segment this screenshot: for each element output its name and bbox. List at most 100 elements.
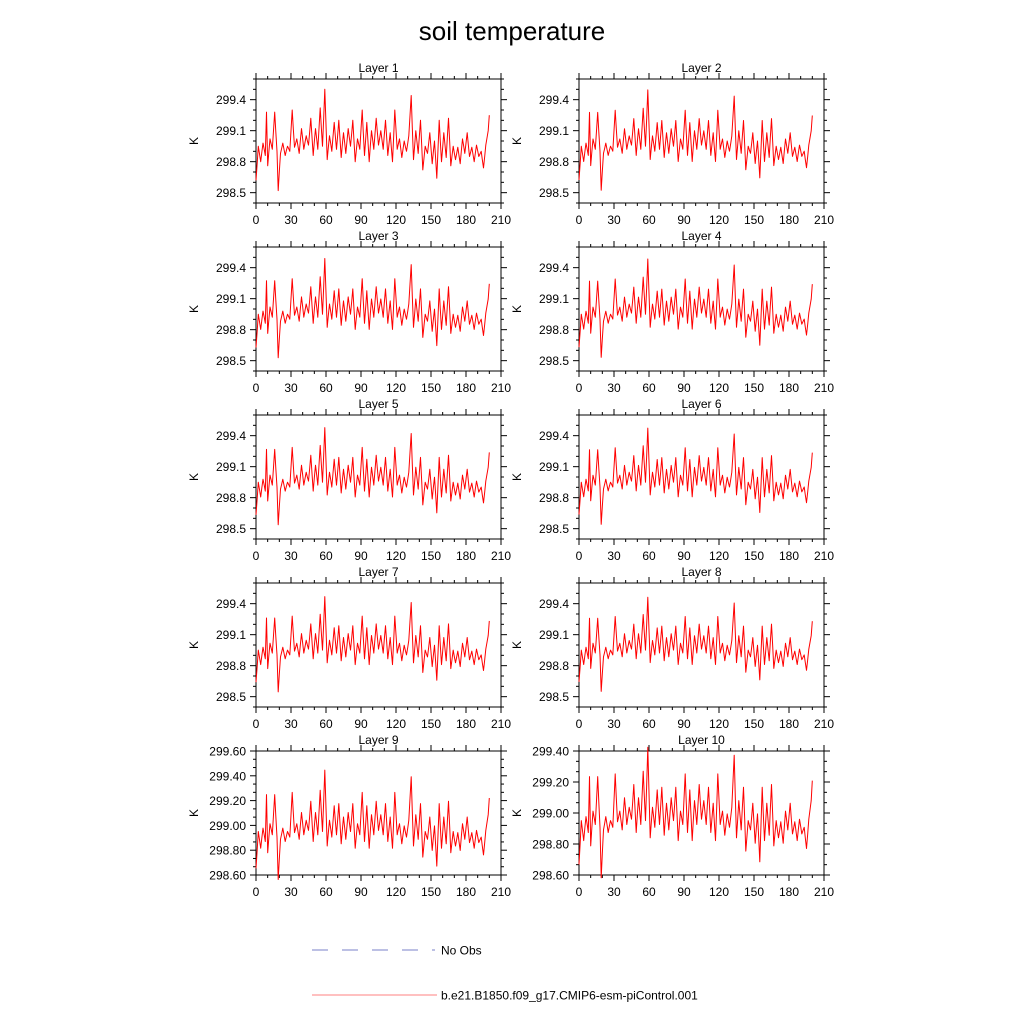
- x-tick-label: 120: [709, 885, 729, 899]
- y-axis-label: K: [187, 473, 201, 481]
- y-tick-label: 299.4: [539, 429, 569, 443]
- x-tick-label: 120: [709, 549, 729, 563]
- x-tick-label: 60: [319, 381, 333, 395]
- y-tick-label: 298.5: [216, 522, 246, 536]
- y-tick-label: 298.5: [216, 354, 246, 368]
- y-axis-label: K: [510, 473, 524, 481]
- series-line: [255, 88, 490, 192]
- y-tick-label: 298.5: [539, 186, 569, 200]
- x-tick-label: 180: [456, 213, 476, 227]
- x-tick-label: 150: [421, 213, 441, 227]
- chart-panel: Layer 6 K 0 30 60 90 120 150 180 210 298.5 298.8 299…: [510, 397, 834, 563]
- chart-panel: Layer 10 K 0 30 60 90 120 150 180 210 298.60 298.80…: [510, 733, 834, 899]
- series-line: [255, 258, 490, 359]
- panel-title: Layer 10: [678, 733, 725, 747]
- y-axis-label: K: [510, 137, 524, 145]
- y-axis-label: K: [187, 305, 201, 313]
- x-tick-label: 60: [642, 381, 656, 395]
- x-tick-label: 0: [253, 885, 260, 899]
- chart-panel: Layer 5 K 0 30 60 90 120 150 180 210 298.5 298.8 299…: [187, 397, 511, 563]
- x-tick-label: 60: [642, 885, 656, 899]
- panel-grid: Layer 1 K 0 30 60 90 120 150 180 210 298.5 298.8 299…: [187, 61, 834, 899]
- y-tick-label: 298.8: [216, 155, 246, 169]
- y-tick-label: 299.60: [209, 745, 246, 759]
- x-tick-label: 210: [491, 213, 511, 227]
- y-tick-label: 299.1: [216, 460, 246, 474]
- x-tick-label: 180: [779, 885, 799, 899]
- y-axis-label: K: [187, 809, 201, 817]
- x-tick-label: 150: [421, 549, 441, 563]
- x-tick-label: 150: [744, 549, 764, 563]
- x-tick-label: 90: [354, 381, 368, 395]
- x-tick-label: 210: [491, 885, 511, 899]
- x-tick-label: 180: [779, 381, 799, 395]
- y-tick-label: 299.1: [216, 292, 246, 306]
- x-tick-label: 30: [607, 549, 621, 563]
- x-tick-label: 60: [319, 717, 333, 731]
- x-tick-label: 0: [253, 213, 260, 227]
- y-tick-label: 298.80: [532, 838, 569, 852]
- y-tick-label: 299.1: [539, 628, 569, 642]
- x-tick-label: 150: [744, 885, 764, 899]
- y-tick-label: 299.40: [209, 769, 246, 783]
- x-tick-label: 120: [386, 381, 406, 395]
- y-tick-label: 299.1: [539, 460, 569, 474]
- y-tick-label: 299.4: [216, 93, 246, 107]
- x-tick-label: 90: [354, 213, 368, 227]
- y-tick-label: 298.60: [532, 869, 569, 883]
- x-tick-label: 120: [386, 717, 406, 731]
- panel-title: Layer 8: [681, 565, 721, 579]
- x-tick-label: 0: [576, 381, 583, 395]
- series-line: [578, 258, 813, 358]
- chart-panel: Layer 4 K 0 30 60 90 120 150 180 210 298.5 298.8 299…: [510, 229, 834, 395]
- series-line: [578, 89, 813, 191]
- x-tick-label: 30: [284, 549, 298, 563]
- chart-panel: Layer 9 K 0 30 60 90 120 150 180 210 298.60 298.80 2…: [187, 733, 511, 899]
- y-axis-label: K: [510, 809, 524, 817]
- x-tick-label: 210: [491, 549, 511, 563]
- x-tick-label: 0: [253, 549, 260, 563]
- chart-panel: Layer 2 K 0 30 60 90 120 150 180 210 298.5 298.8 299…: [510, 61, 834, 227]
- x-tick-label: 210: [491, 381, 511, 395]
- y-tick-label: 299.1: [216, 124, 246, 138]
- x-tick-label: 30: [284, 885, 298, 899]
- x-tick-label: 150: [421, 381, 441, 395]
- panel-title: Layer 5: [358, 397, 398, 411]
- x-tick-label: 60: [319, 549, 333, 563]
- y-tick-label: 299.4: [539, 597, 569, 611]
- x-tick-label: 60: [642, 717, 656, 731]
- series-line: [578, 596, 813, 692]
- legend-no-obs-label: No Obs: [441, 944, 482, 958]
- y-tick-label: 298.8: [539, 491, 569, 505]
- series-line: [255, 769, 490, 880]
- y-tick-label: 299.40: [532, 745, 569, 759]
- x-tick-label: 180: [779, 717, 799, 731]
- y-tick-label: 298.8: [539, 155, 569, 169]
- x-tick-label: 30: [284, 717, 298, 731]
- y-tick-label: 298.8: [216, 491, 246, 505]
- x-tick-label: 30: [284, 381, 298, 395]
- y-tick-label: 298.8: [539, 659, 569, 673]
- series-line: [578, 746, 813, 879]
- x-tick-label: 180: [456, 885, 476, 899]
- y-axis-label: K: [510, 305, 524, 313]
- chart-panel: Layer 1 K 0 30 60 90 120 150 180 210 298.5 298.8 299…: [187, 61, 511, 227]
- y-axis-label: K: [187, 641, 201, 649]
- x-tick-label: 210: [814, 213, 834, 227]
- x-tick-label: 0: [253, 717, 260, 731]
- x-tick-label: 90: [354, 549, 368, 563]
- x-tick-label: 60: [642, 549, 656, 563]
- y-tick-label: 298.8: [216, 323, 246, 337]
- y-tick-label: 299.20: [209, 794, 246, 808]
- chart-panel: Layer 7 K 0 30 60 90 120 150 180 210 298.5 298.8 299…: [187, 565, 511, 731]
- y-tick-label: 298.60: [209, 869, 246, 883]
- y-tick-label: 299.20: [532, 776, 569, 790]
- legend: No Obs b.e21.B1850.f09_g17.CMIP6-esm-piC…: [312, 944, 698, 1003]
- panel-title: Layer 2: [681, 61, 721, 75]
- y-tick-label: 298.5: [539, 354, 569, 368]
- x-tick-label: 210: [491, 717, 511, 731]
- x-tick-label: 90: [354, 717, 368, 731]
- x-tick-label: 210: [814, 381, 834, 395]
- figure-title: soil temperature: [419, 16, 605, 46]
- y-tick-label: 298.5: [539, 522, 569, 536]
